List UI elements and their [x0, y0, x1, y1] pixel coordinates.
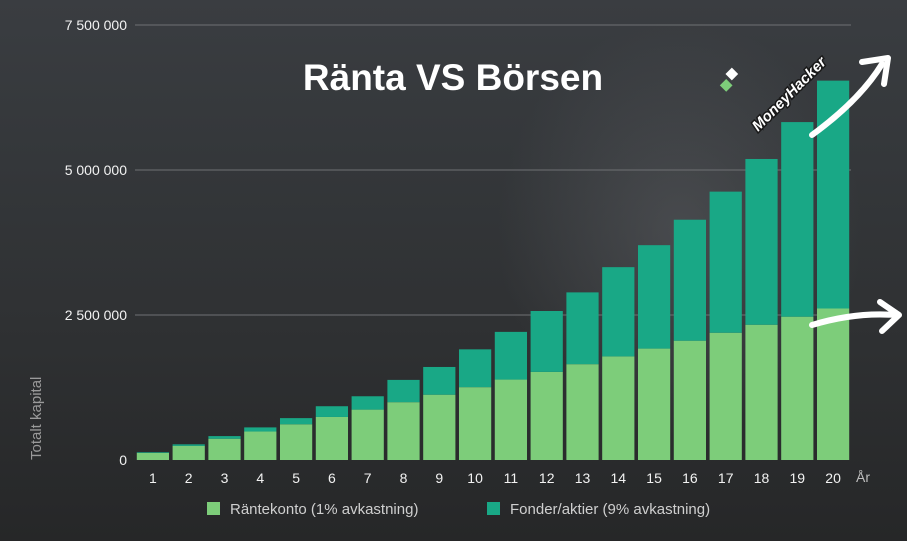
bar-fonder-year-9: [423, 366, 456, 395]
bar-fonder-year-4: [244, 427, 277, 432]
bar-rantekonto-year-3: [208, 438, 241, 460]
bar-fonder-year-12: [530, 311, 563, 372]
bar-fonder-year-14: [602, 267, 635, 357]
bar-fonder-year-7: [351, 396, 384, 410]
legend-label-rantekonto: Räntekonto (1% avkastning): [230, 501, 418, 518]
bar-rantekonto-year-9: [423, 394, 456, 460]
x-tick-label-13: 13: [575, 470, 591, 486]
x-tick-label-12: 12: [539, 470, 555, 486]
bar-fonder-year-13: [566, 292, 599, 365]
x-axis-label: År: [856, 469, 870, 485]
x-tick-label-10: 10: [467, 470, 483, 486]
bar-rantekonto-year-17: [709, 332, 742, 460]
x-tick-label-3: 3: [221, 470, 229, 486]
bar-rantekonto-year-6: [315, 416, 349, 460]
arrow-right-icon: [809, 299, 902, 334]
bar-rantekonto-year-8: [387, 402, 420, 460]
x-tick-label-1: 1: [149, 470, 157, 486]
bar-fonder-year-16: [673, 219, 707, 341]
bar-rantekonto-year-1: [136, 452, 170, 460]
legend-label-fonder: Fonder/aktier (9% avkastning): [510, 501, 710, 518]
y-tick-label-1: 2 500 000: [65, 307, 127, 323]
bar-fonder-year-5: [279, 418, 313, 425]
y-axis-label: Totalt kapital: [28, 377, 45, 460]
bar-rantekonto-year-2: [172, 445, 205, 460]
bar-fonder-year-15: [637, 245, 671, 349]
y-axis-ticks: 0 2 500 000 5 000 000 7 500 000: [65, 17, 128, 468]
x-tick-label-9: 9: [435, 470, 443, 486]
bar-fonder-year-8: [387, 379, 420, 403]
brand-logo: MoneyHacker: [719, 52, 832, 136]
bar-rantekonto-year-20: [816, 308, 850, 460]
bar-rantekonto-year-12: [530, 371, 563, 460]
bar-fonder-year-18: [745, 158, 778, 325]
bar-fonder-year-6: [315, 406, 349, 417]
bar-fonder-year-3: [208, 436, 241, 439]
x-tick-label-6: 6: [328, 470, 336, 486]
bar-fonder-year-19: [781, 122, 814, 317]
bar-rantekonto-year-11: [494, 379, 528, 460]
x-tick-label-19: 19: [790, 470, 806, 486]
x-axis-ticks: 1 2 3 4 5 6 7 8 9 10 11 12 13 14 15 16 17 18 19 20: [149, 470, 841, 486]
bar-rantekonto-year-13: [566, 364, 599, 460]
bar-rantekonto-year-16: [673, 340, 707, 460]
legend-swatch-fonder: [487, 502, 500, 515]
y-tick-label-2: 5 000 000: [65, 162, 127, 178]
x-tick-label-4: 4: [256, 470, 264, 486]
chart-title: Ränta VS Börsen: [303, 57, 603, 98]
bar-fonder-year-1: [136, 452, 170, 453]
x-tick-label-14: 14: [611, 470, 627, 486]
bar-fonder-year-17: [709, 191, 742, 333]
bar-rantekonto-year-14: [602, 356, 635, 460]
legend: Räntekonto (1% avkastning) Fonder/aktier…: [207, 501, 710, 518]
bar-rantekonto-year-10: [458, 387, 492, 460]
bar-fonder-year-11: [494, 331, 528, 380]
bar-rantekonto-year-4: [244, 431, 277, 460]
x-tick-label-15: 15: [646, 470, 662, 486]
x-tick-label-16: 16: [682, 470, 698, 486]
legend-swatch-rantekonto: [207, 502, 220, 515]
bars: [136, 80, 850, 460]
bar-rantekonto-year-5: [279, 424, 313, 460]
logo-mark-icon-2: [725, 67, 739, 81]
y-tick-label-3: 7 500 000: [65, 17, 127, 33]
bar-rantekonto-year-19: [781, 316, 814, 460]
x-tick-label-8: 8: [400, 470, 408, 486]
y-tick-label-0: 0: [119, 452, 127, 468]
x-tick-label-20: 20: [825, 470, 841, 486]
bar-rantekonto-year-7: [351, 409, 384, 460]
x-tick-label-7: 7: [364, 470, 372, 486]
x-tick-label-11: 11: [504, 470, 519, 486]
bar-rantekonto-year-15: [637, 348, 671, 460]
bar-fonder-year-2: [172, 444, 205, 446]
logo-mark-icon: [719, 78, 733, 92]
x-tick-label-5: 5: [292, 470, 300, 486]
x-tick-label-17: 17: [718, 470, 734, 486]
arrow-up-icon: [809, 55, 891, 138]
bar-rantekonto-year-18: [745, 324, 778, 460]
x-tick-label-2: 2: [185, 470, 193, 486]
bar-fonder-year-10: [458, 349, 492, 388]
x-tick-label-18: 18: [754, 470, 770, 486]
